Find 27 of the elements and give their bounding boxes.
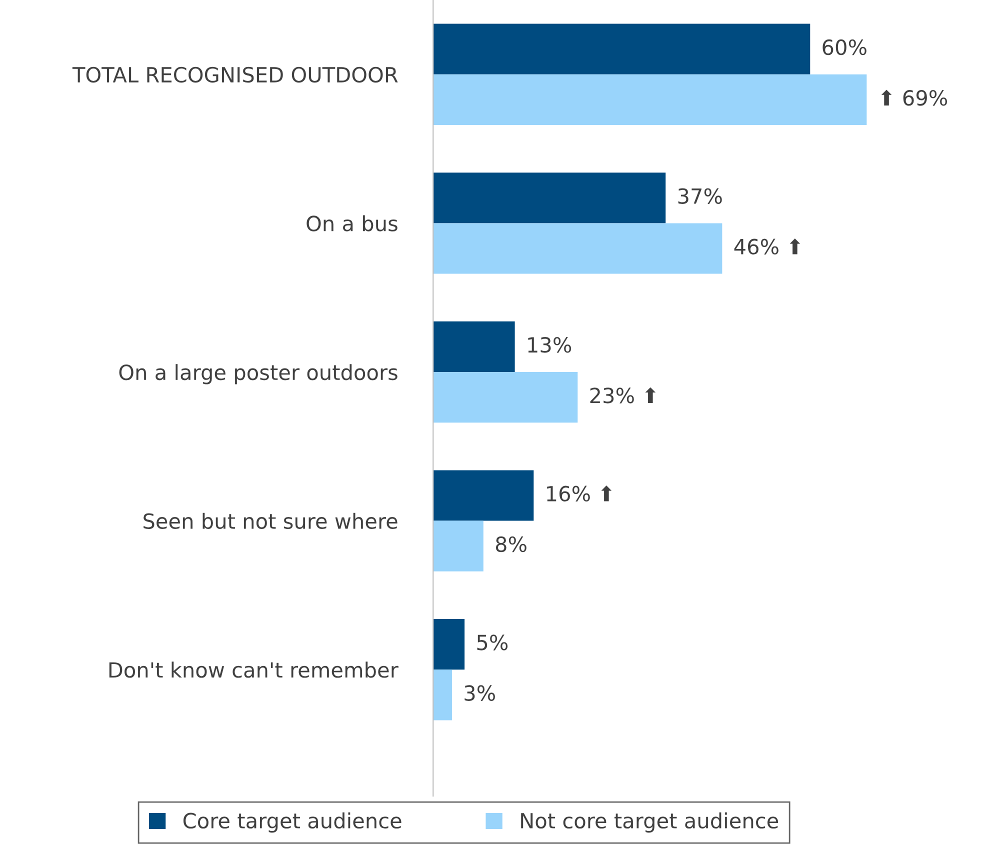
data-label: 3% [464,685,495,701]
data-label: 8% [496,536,526,552]
data-label: 13% [528,336,572,353]
bar [433,172,666,224]
data-label: 60% [822,39,866,56]
data-label: ⬆ 69% [881,90,948,106]
bar [433,619,465,670]
bar [433,520,484,572]
data-label: 37% [678,188,722,204]
bar [433,372,578,423]
bar [433,670,452,720]
bar [433,321,515,372]
legend-label: Not core target audience [521,812,778,833]
bar [433,470,534,521]
bar [433,74,867,125]
data-label: 5% [477,634,508,650]
y-tick-label: Don't know can't remember [109,662,398,678]
data-label: 23% ⬆ [590,387,656,404]
legend-label: Core target audience [183,812,402,833]
bar [433,223,722,274]
y-tick-label: On a bus [306,215,398,232]
data-label: 16% ⬆ [547,486,612,502]
data-label: 46% ⬆ [734,238,800,255]
y-tick-label: TOTAL RECOGNISED OUTDOOR [72,66,398,83]
y-tick-label: Seen but not sure where [144,512,398,530]
bar [433,24,810,74]
y-tick-label: On a large poster outdoors [119,364,398,384]
